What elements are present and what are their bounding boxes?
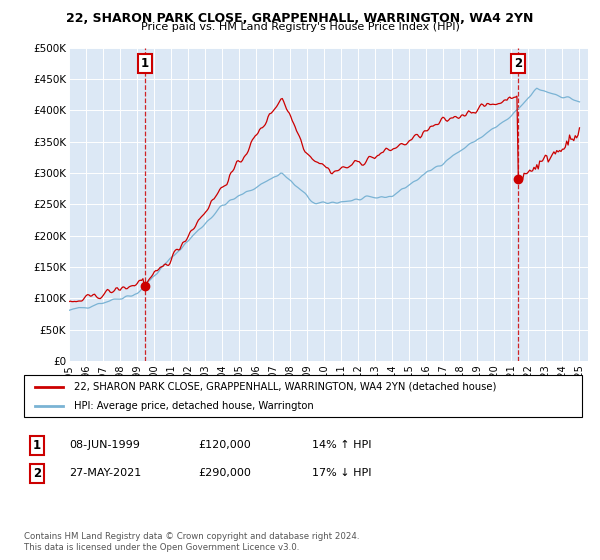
Text: 08-JUN-1999: 08-JUN-1999 xyxy=(69,440,140,450)
Text: 22, SHARON PARK CLOSE, GRAPPENHALL, WARRINGTON, WA4 2YN: 22, SHARON PARK CLOSE, GRAPPENHALL, WARR… xyxy=(67,12,533,25)
Text: Contains HM Land Registry data © Crown copyright and database right 2024.
This d: Contains HM Land Registry data © Crown c… xyxy=(24,532,359,552)
Text: 1: 1 xyxy=(33,438,41,452)
Text: £120,000: £120,000 xyxy=(198,440,251,450)
Text: 22, SHARON PARK CLOSE, GRAPPENHALL, WARRINGTON, WA4 2YN (detached house): 22, SHARON PARK CLOSE, GRAPPENHALL, WARR… xyxy=(74,381,497,391)
Text: 17% ↓ HPI: 17% ↓ HPI xyxy=(312,468,371,478)
Text: HPI: Average price, detached house, Warrington: HPI: Average price, detached house, Warr… xyxy=(74,401,314,411)
Text: Price paid vs. HM Land Registry's House Price Index (HPI): Price paid vs. HM Land Registry's House … xyxy=(140,22,460,32)
FancyBboxPatch shape xyxy=(24,375,582,417)
Text: 2: 2 xyxy=(514,57,523,70)
Text: 27-MAY-2021: 27-MAY-2021 xyxy=(69,468,141,478)
Text: 2: 2 xyxy=(33,466,41,480)
Text: 1: 1 xyxy=(140,57,149,70)
Text: £290,000: £290,000 xyxy=(198,468,251,478)
Text: 14% ↑ HPI: 14% ↑ HPI xyxy=(312,440,371,450)
